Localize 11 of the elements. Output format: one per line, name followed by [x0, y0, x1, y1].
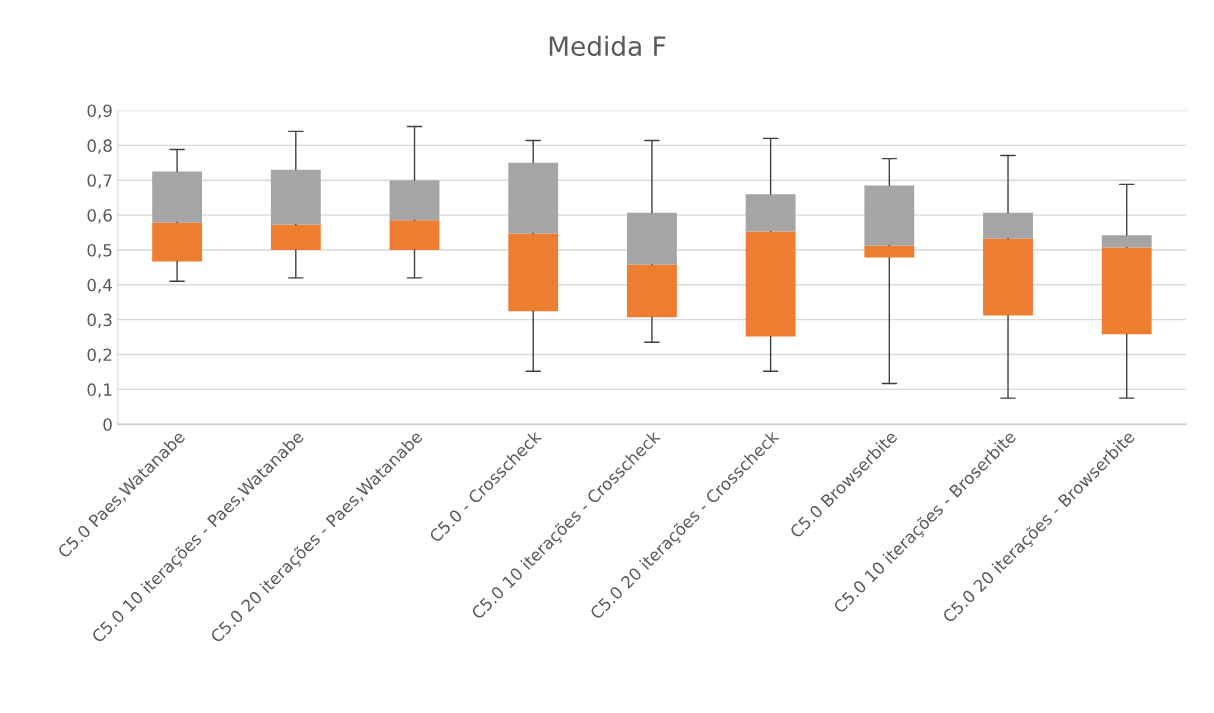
y-tick-label: 0,9 [87, 104, 112, 119]
chart-title: Medida F [549, 35, 666, 57]
y-tick-label: 0,2 [87, 348, 112, 363]
y-tick-label: 0,1 [87, 383, 112, 398]
y-tick-label: 0,7 [87, 174, 112, 189]
y-tick-label: 0 [103, 418, 112, 431]
y-tick-label: 0,4 [87, 278, 112, 294]
y-tick-label: 0,6 [87, 209, 112, 224]
y-tick-label: 0,3 [87, 313, 112, 328]
y-tick-label: 0,8 [87, 139, 112, 154]
y-tick-label: 0,5 [87, 243, 112, 259]
